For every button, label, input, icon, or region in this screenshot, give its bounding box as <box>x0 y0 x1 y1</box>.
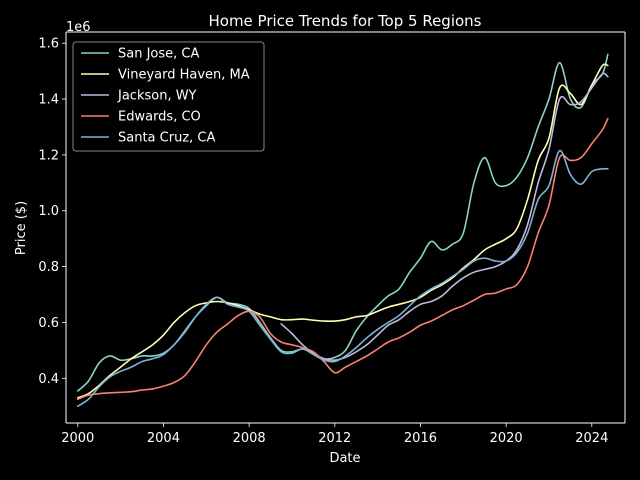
y-tick-label: 0.4 <box>38 372 59 387</box>
series-line-2 <box>280 72 609 362</box>
x-tick-label: 2004 <box>147 431 180 446</box>
y-ticks: 0.4 0.6 0.8 1.0 1.2 1.4 1.6 <box>38 37 66 387</box>
x-ticks: 2000 2004 2008 2012 2016 2020 2024 <box>61 423 608 446</box>
y-offset-label: 1e6 <box>66 20 91 35</box>
x-tick-label: 2016 <box>404 431 437 446</box>
y-tick-label: 0.8 <box>38 260 59 275</box>
y-tick-label: 1.4 <box>38 93 59 108</box>
legend-label-2: Jackson, WY <box>117 89 197 104</box>
x-tick-label: 2020 <box>490 431 523 446</box>
legend-label-3: Edwards, CO <box>118 110 201 125</box>
legend: San Jose, CA Vineyard Haven, MA Jackson, W… <box>72 41 265 152</box>
series-line-4 <box>76 149 609 408</box>
y-tick-label: 1.6 <box>38 37 59 52</box>
legend-label-1: Vineyard Haven, MA <box>118 68 250 83</box>
axes <box>65 31 626 424</box>
x-tick-label: 2000 <box>61 431 94 446</box>
x-tick-label: 2012 <box>318 431 351 446</box>
legend-label-4: Santa Cruz, CA <box>118 131 215 146</box>
legend-label-0: San Jose, CA <box>118 47 199 62</box>
y-axis-label: Price ($) <box>14 201 29 255</box>
series-line-1 <box>76 63 609 399</box>
y-tick-label: 1.2 <box>38 148 59 163</box>
series-layer <box>76 53 609 408</box>
chart-title: Home Price Trends for Top 5 Regions <box>208 12 481 30</box>
y-tick-label: 0.6 <box>38 316 59 331</box>
series-line-3 <box>76 117 609 401</box>
x-tick-label: 2024 <box>575 431 608 446</box>
x-axis-label: Date <box>329 451 360 466</box>
y-tick-label: 1.0 <box>38 204 59 219</box>
legend-box <box>72 41 265 152</box>
x-tick-label: 2008 <box>233 431 266 446</box>
